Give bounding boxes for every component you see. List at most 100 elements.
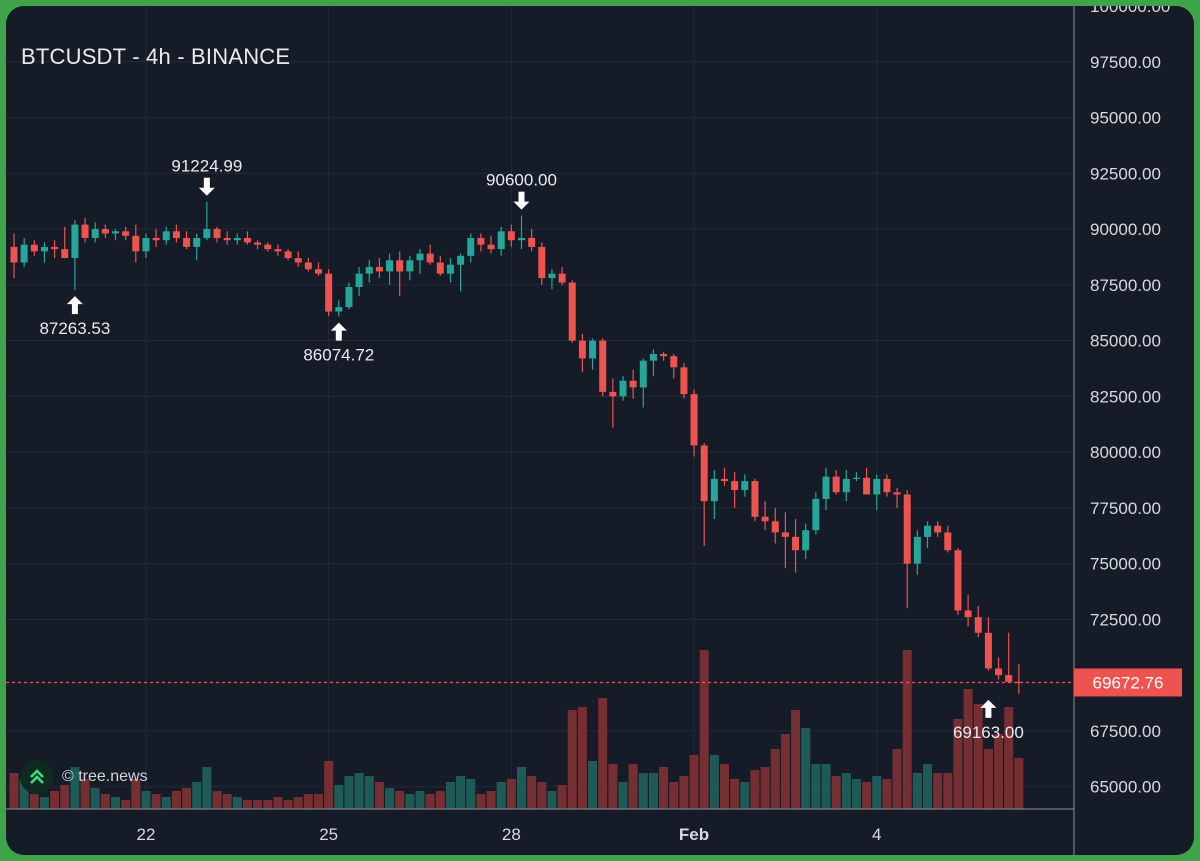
candle-body <box>873 478 881 495</box>
volume-bar <box>131 779 141 809</box>
volume-bar <box>851 779 861 809</box>
annotations: 91224.99 87263.53 90600.00 86074.72 69163.00 <box>39 157 1023 742</box>
arrow-down-icon <box>198 187 215 196</box>
candle-body <box>477 237 485 245</box>
candle <box>477 233 485 252</box>
arrow-down-stem <box>203 177 210 189</box>
candle-body <box>812 498 820 531</box>
volume-bar <box>902 650 912 809</box>
candles <box>10 201 1023 694</box>
y-tick-label: 100000.00 <box>1090 6 1170 16</box>
candle <box>518 215 525 250</box>
candle-body <box>538 246 546 279</box>
candle <box>873 474 881 511</box>
volume-bar <box>70 767 80 809</box>
candle <box>162 226 170 245</box>
annotation-label: 91224.99 <box>171 157 242 176</box>
volume-bar <box>780 734 790 809</box>
candle-body <box>426 253 434 263</box>
volume-bar <box>699 650 709 809</box>
candle-body <box>944 532 952 551</box>
candle <box>487 235 495 254</box>
candle <box>883 474 891 497</box>
arrow-down-icon <box>513 201 530 210</box>
candle-body <box>355 273 363 288</box>
watermark-text: © tree.news <box>62 768 148 785</box>
price-chart[interactable]: 100000.00 97500.00 95000.00 92500.00 90000.0… <box>6 6 1194 855</box>
candle <box>558 266 566 285</box>
candle <box>832 469 840 495</box>
arrow-down-stem <box>518 191 525 203</box>
volume-bar <box>212 791 222 809</box>
candle-body <box>852 477 860 479</box>
volume-bar <box>202 767 212 809</box>
volume-bar <box>598 698 608 809</box>
volume-bar <box>496 782 506 809</box>
candle <box>934 521 942 537</box>
candle-body <box>995 668 1003 676</box>
candle-body <box>416 253 424 261</box>
candle-body <box>10 246 18 263</box>
candle <box>781 512 789 569</box>
chart-title: BTCUSDT - 4h - BINANCE <box>21 44 291 69</box>
volume-bar <box>141 791 151 809</box>
volume-bar <box>486 791 496 809</box>
candle <box>639 358 647 408</box>
candle <box>731 472 739 508</box>
candle-body <box>883 478 891 493</box>
candle-body <box>721 478 728 482</box>
volume-bar <box>638 773 648 809</box>
candle-body <box>487 244 495 250</box>
y-tick-label: 80000.00 <box>1090 443 1161 462</box>
candle-body <box>51 246 59 250</box>
candle-body <box>203 229 211 238</box>
volume-bar <box>577 707 587 809</box>
candle-body <box>893 492 901 495</box>
candle <box>355 266 363 296</box>
volume-bar <box>293 797 303 809</box>
candle <box>294 251 302 267</box>
candle-body <box>660 353 668 357</box>
arrow-up-icon <box>980 699 997 708</box>
candle <box>954 548 962 615</box>
candle <box>365 260 373 283</box>
candle <box>842 469 850 502</box>
candle <box>254 240 262 250</box>
candle-body <box>832 476 840 493</box>
candle-body <box>984 632 992 669</box>
candle <box>863 467 871 495</box>
arrow-up-stem <box>335 329 342 341</box>
candle <box>203 201 211 241</box>
grid <box>6 6 1074 809</box>
volume-bar <box>374 782 384 809</box>
volume-bar <box>811 764 821 809</box>
candle-body <box>396 260 404 272</box>
y-tick-label: 72500.00 <box>1090 610 1161 629</box>
candle <box>386 253 394 285</box>
candle <box>223 231 231 245</box>
candle-body <box>710 478 718 502</box>
candle-body <box>649 353 657 361</box>
volume-bar <box>50 791 60 809</box>
volume-bar <box>547 791 557 809</box>
volume-bar <box>415 791 425 809</box>
candle <box>101 224 109 238</box>
candle <box>122 226 130 241</box>
candle <box>193 233 201 261</box>
annotation-label: 90600.00 <box>486 171 557 190</box>
candle <box>375 258 383 279</box>
candle-body <box>284 251 292 259</box>
candle-body <box>172 231 180 238</box>
x-tick-label: 22 <box>136 825 155 844</box>
candle <box>893 487 901 508</box>
candle-body <box>903 494 911 564</box>
volume-bar <box>445 782 455 809</box>
volume-bar <box>720 764 729 809</box>
volume-bar <box>821 764 831 809</box>
candle <box>913 530 921 575</box>
volume-bar <box>466 779 476 809</box>
candle-body <box>142 237 150 252</box>
arrow-up-stem <box>71 303 78 315</box>
volume-bar <box>151 794 161 809</box>
candle-body <box>446 264 454 274</box>
